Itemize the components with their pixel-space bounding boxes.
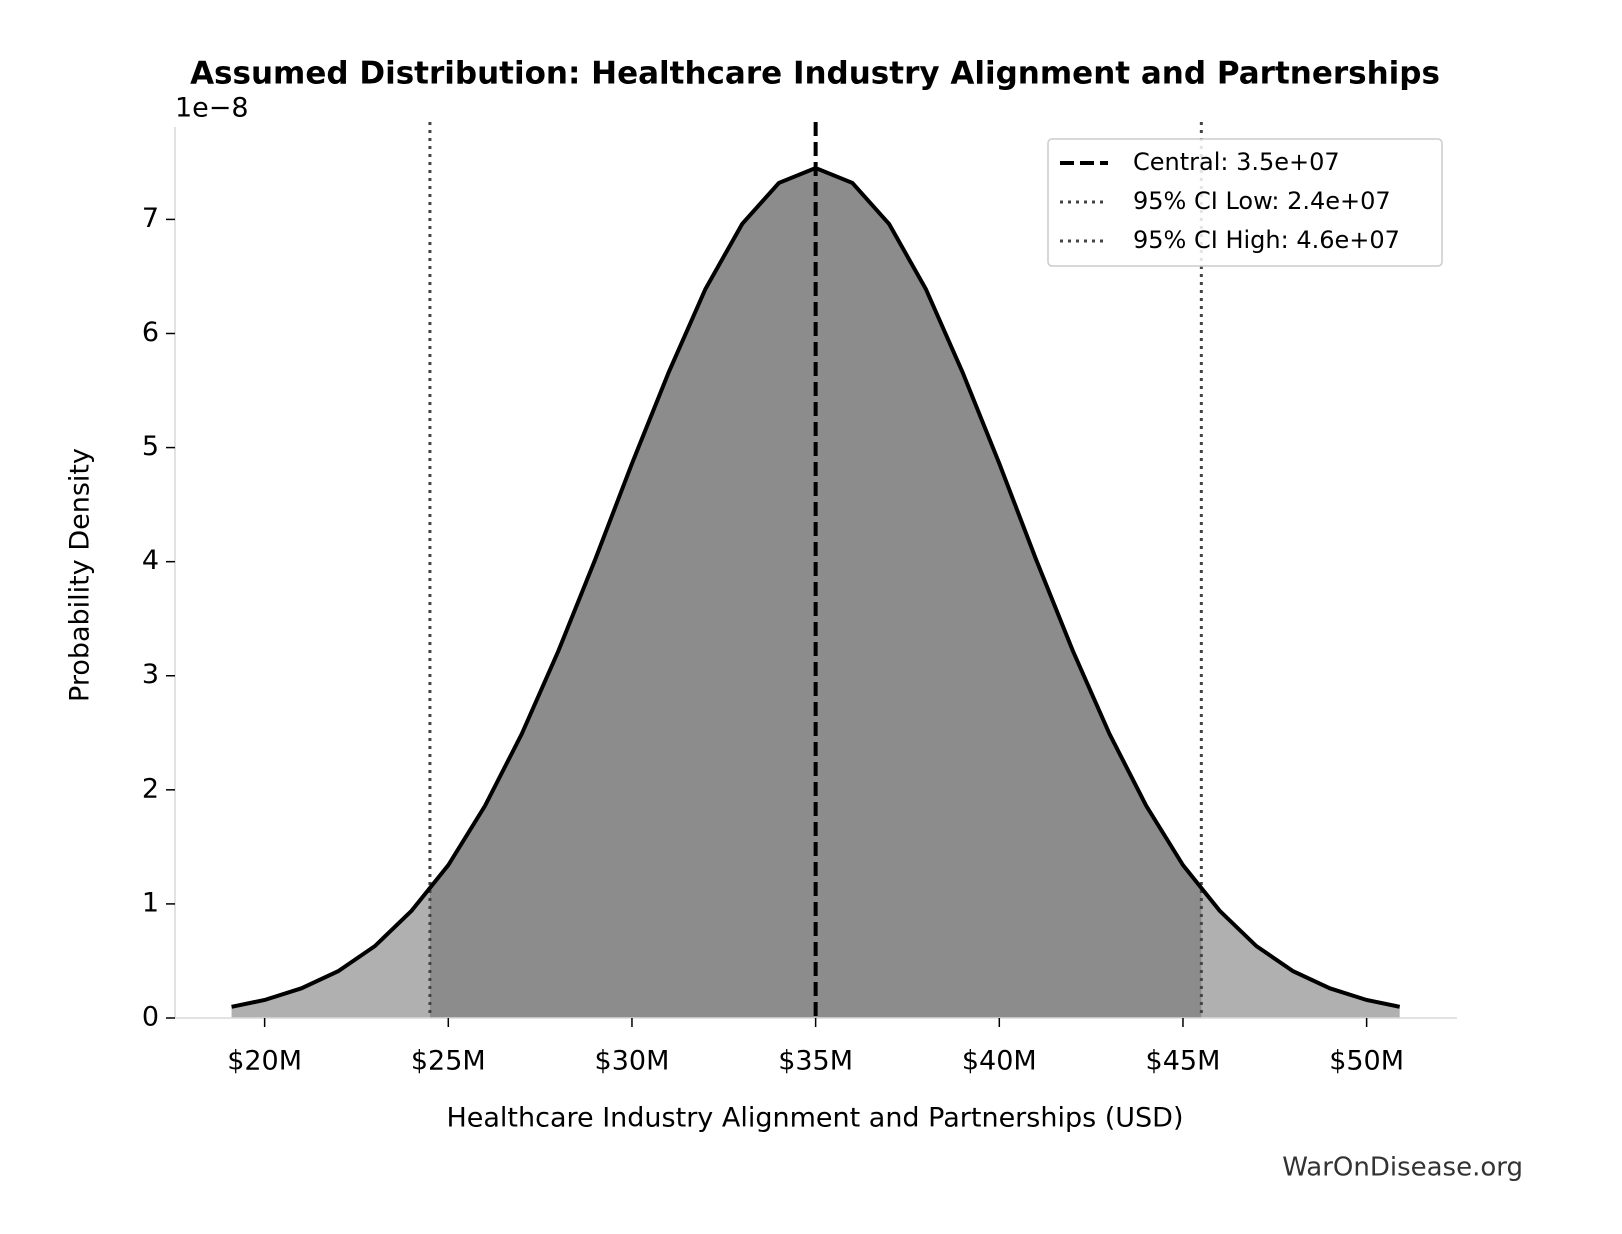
legend-label: Central: 3.5e+07 [1133, 148, 1340, 176]
x-axis-label: Healthcare Industry Alignment and Partne… [446, 1103, 1183, 1134]
x-tick-label: $40M [962, 1046, 1037, 1077]
y-tick-label: 3 [142, 659, 159, 690]
x-tick-label: $45M [1146, 1046, 1221, 1077]
legend: Central: 3.5e+07 95% CI Low: 2.4e+07 95% C… [1047, 138, 1443, 267]
legend-label: 95% CI Low: 2.4e+07 [1133, 187, 1391, 215]
watermark: WarOnDisease.org [1282, 1153, 1523, 1183]
x-tick-label: $35M [778, 1046, 853, 1077]
chart-title: Assumed Distribution: Healthcare Industr… [190, 56, 1440, 92]
y-offset-label: 1e−8 [175, 93, 249, 124]
x-tick-label: $20M [227, 1046, 302, 1077]
y-tick-label: 2 [142, 773, 159, 804]
y-tick-label: 7 [142, 203, 159, 234]
y-tick-label: 0 [142, 1002, 159, 1033]
legend-label: 95% CI High: 4.6e+07 [1133, 226, 1400, 254]
x-tick-label: $25M [411, 1046, 486, 1077]
y-tick-label: 5 [142, 431, 159, 462]
x-tick-label: $30M [595, 1046, 670, 1077]
density-curve [231, 165, 1401, 1009]
legend-box [1047, 138, 1443, 267]
y-tick-label: 4 [142, 545, 159, 576]
y-tick-label: 6 [142, 317, 159, 348]
x-tick-label: $50M [1329, 1046, 1404, 1077]
y-axis-label: Probability Density [65, 448, 96, 702]
y-tick-label: 1 [142, 887, 159, 918]
